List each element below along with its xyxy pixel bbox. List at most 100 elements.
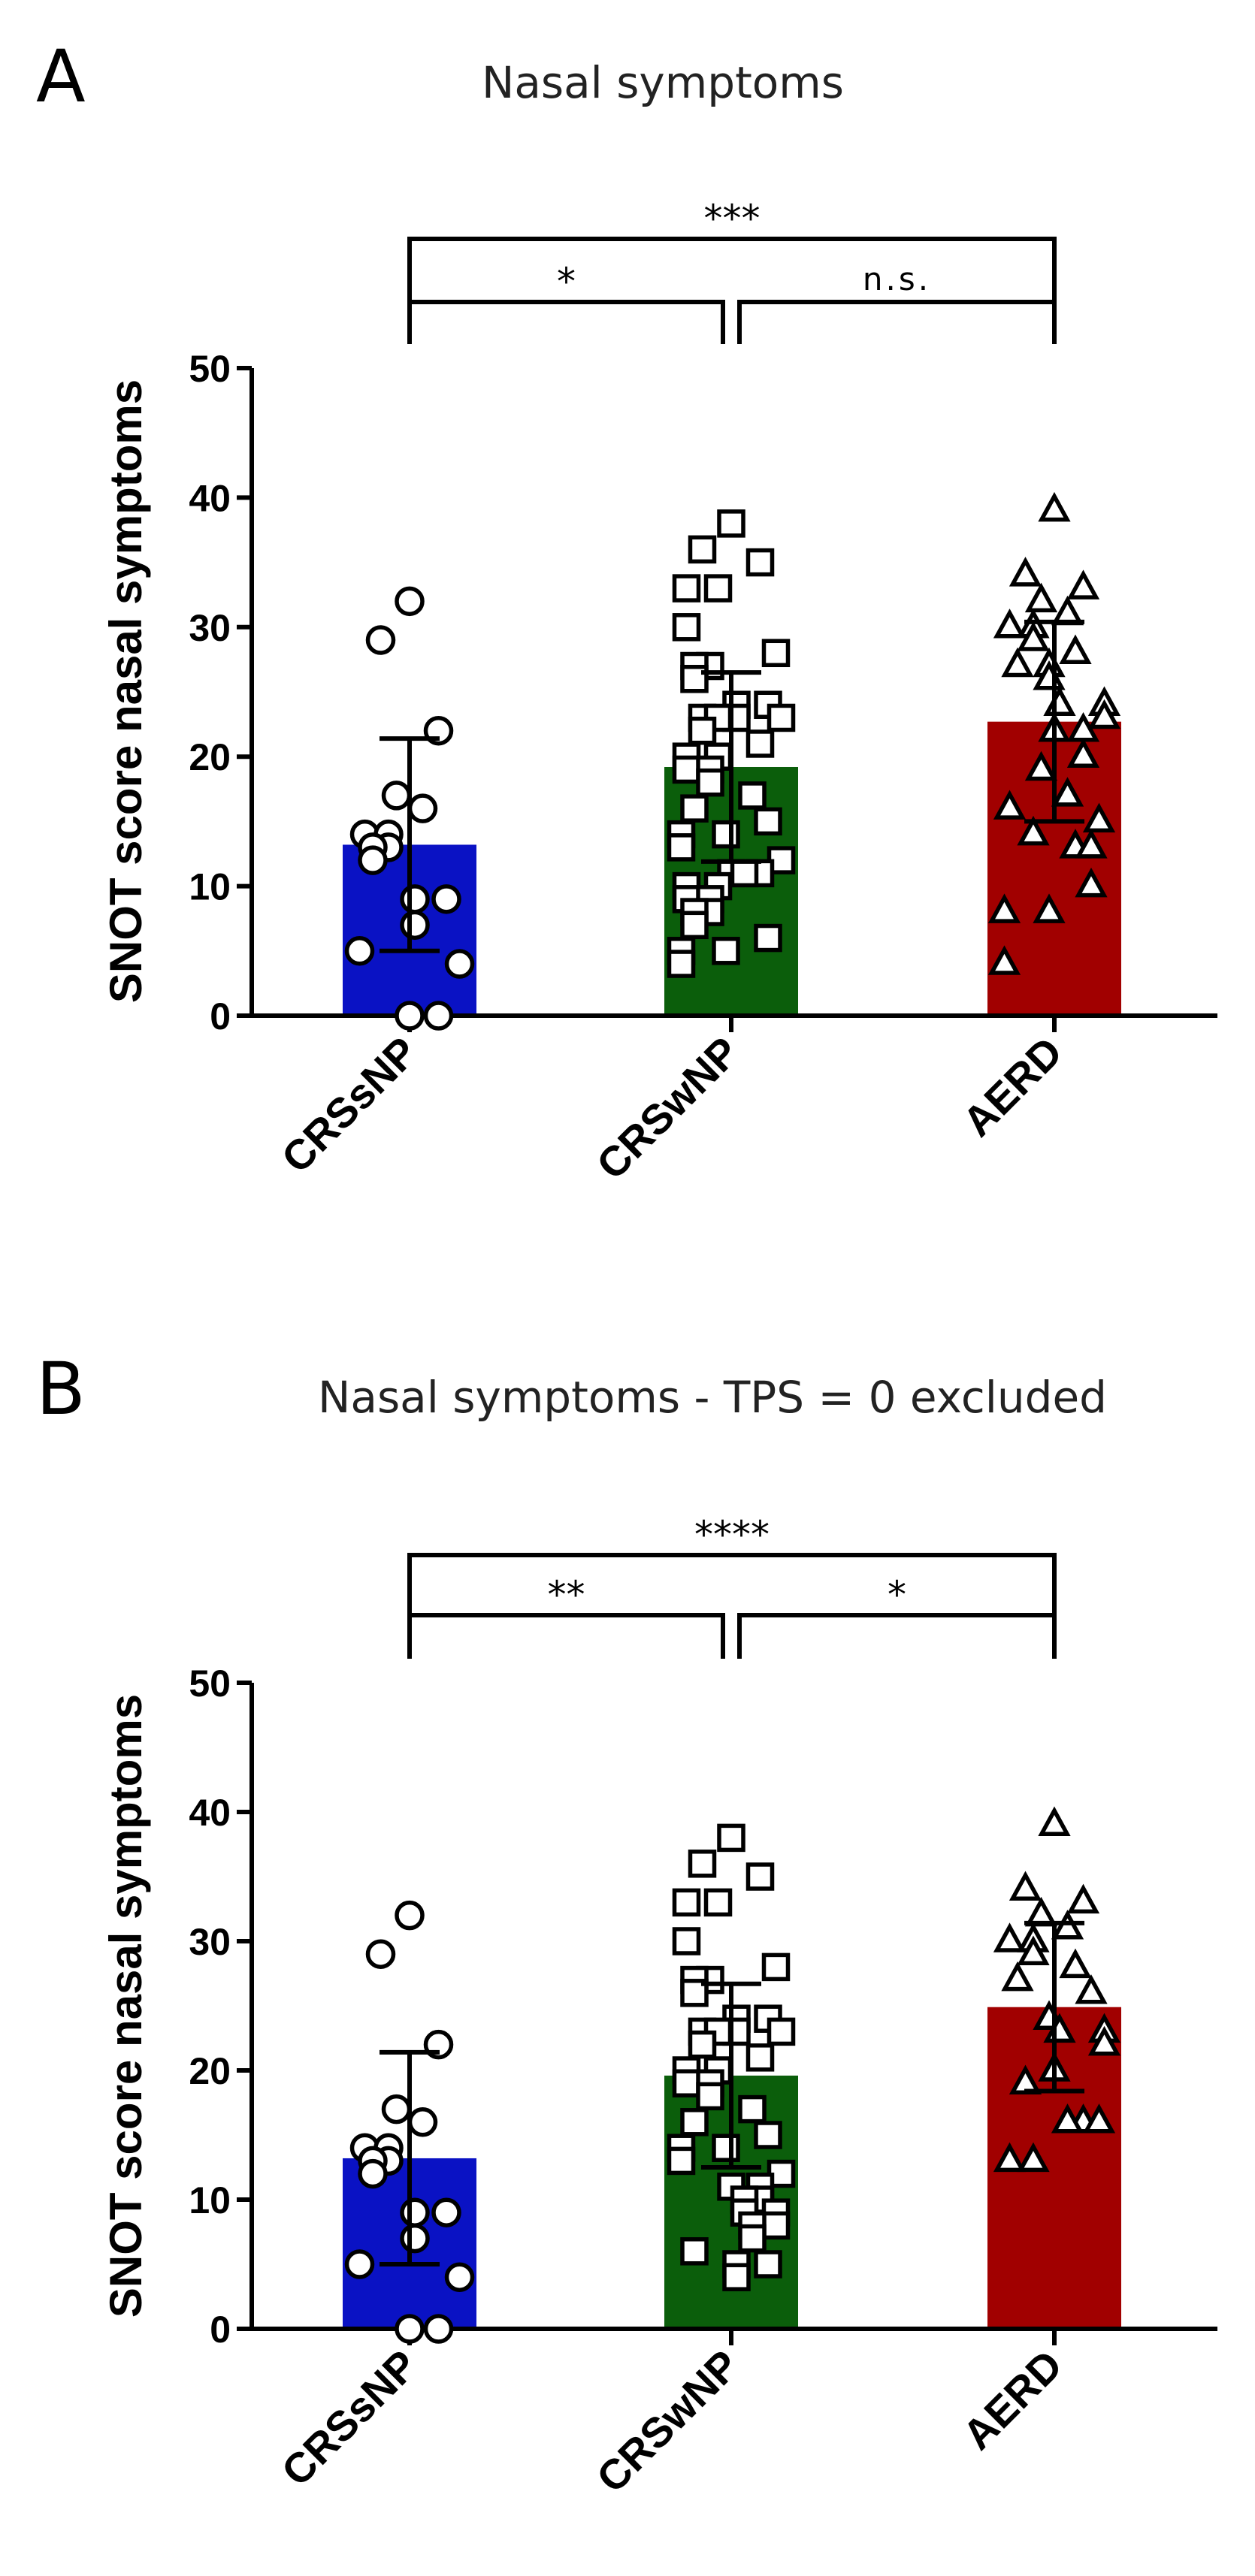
significance-label: *: [888, 1573, 906, 1617]
data-point-aerd: [1075, 867, 1108, 898]
data-point-crssnp: [358, 2158, 388, 2189]
y-tick-label: 20: [189, 2050, 231, 2092]
data-point-crswnp: [672, 2069, 701, 2097]
significance-label: **: [548, 1573, 585, 1617]
data-point-aerd: [987, 945, 1021, 975]
significance-label: ***: [704, 197, 761, 240]
y-tick-label: 20: [189, 736, 231, 778]
y-tick-label: 40: [189, 1792, 231, 1834]
data-point-crswnp: [712, 2134, 740, 2162]
data-point-crswnp: [672, 574, 701, 602]
data-point-crssnp: [365, 625, 396, 655]
data-point-crswnp: [761, 2211, 791, 2240]
data-point-aerd: [1075, 829, 1108, 859]
data-point-crswnp: [754, 923, 782, 953]
data-point-aerd: [1082, 802, 1116, 833]
data-point-crswnp: [680, 2108, 709, 2137]
data-point-crssnp: [400, 884, 430, 914]
data-point-crssnp: [400, 2223, 430, 2254]
data-point-crswnp: [696, 768, 724, 797]
data-point-crssnp: [395, 1900, 425, 1931]
significance-bracket: [737, 1613, 1057, 1659]
panel-letter: A: [36, 35, 86, 119]
data-point-crssnp: [381, 781, 412, 811]
data-point-aerd: [1001, 1961, 1034, 1992]
data-point-crswnp: [667, 2146, 696, 2176]
data-point-crswnp: [672, 1927, 701, 1955]
data-point-aerd: [1087, 2025, 1121, 2056]
data-point-aerd: [1001, 647, 1034, 678]
data-point-crswnp: [745, 2043, 775, 2072]
data-point-crswnp: [667, 950, 696, 978]
chart-title: Nasal symptoms - TPS = 0 excluded: [318, 1372, 1107, 1423]
data-point-crswnp: [754, 2121, 782, 2149]
y-axis-title: SNOT score nasal symptoms: [101, 379, 151, 1003]
data-point-crswnp: [680, 794, 709, 823]
data-point-crswnp: [767, 703, 796, 732]
data-point-aerd: [1082, 2103, 1116, 2134]
data-point-crswnp: [738, 781, 767, 810]
x-tick-label: AERD: [954, 2341, 1072, 2459]
data-point-crssnp: [444, 2262, 475, 2292]
x-tick-label: AERD: [954, 1028, 1072, 1146]
data-point-crswnp: [703, 1888, 733, 1917]
data-point-aerd: [1017, 1935, 1050, 1965]
panel-letter: B: [36, 1347, 86, 1431]
data-point-crswnp: [688, 1850, 717, 1878]
data-point-crswnp: [767, 2017, 796, 2046]
panel-a: A Nasal symptoms SNOT score nasal symptoms…: [36, 35, 1217, 1188]
data-point-aerd: [1033, 893, 1066, 923]
data-point-aerd: [1017, 2142, 1050, 2173]
x-tick-label: CRSwNP: [588, 2341, 748, 2502]
data-point-crswnp: [680, 2237, 709, 2266]
data-point-crswnp: [761, 639, 791, 668]
data-point-crswnp: [712, 937, 740, 965]
data-point-crswnp: [738, 2224, 767, 2253]
chart-title: Nasal symptoms: [482, 57, 844, 108]
data-point-crssnp: [344, 2249, 375, 2279]
data-point-crswnp: [754, 2250, 782, 2279]
data-point-aerd: [1038, 1806, 1071, 1836]
data-point-aerd: [1017, 815, 1050, 846]
data-point-crssnp: [423, 1001, 454, 1031]
data-point-aerd: [993, 609, 1027, 639]
data-point-aerd: [1051, 777, 1084, 807]
data-point-crssnp: [400, 910, 430, 941]
data-point-crssnp: [395, 586, 425, 617]
significance-label: n.s.: [863, 261, 931, 297]
y-tick-label: 50: [189, 1662, 231, 1705]
data-point-crswnp: [722, 2263, 751, 2291]
data-point-aerd: [1051, 2103, 1084, 2134]
data-point-crssnp: [395, 2314, 425, 2344]
y-tick-label: 0: [210, 995, 231, 1037]
data-point-crssnp: [400, 2197, 430, 2227]
data-point-crswnp: [717, 509, 745, 538]
data-point-aerd: [993, 790, 1027, 820]
data-point-aerd: [987, 893, 1021, 923]
data-point-aerd: [1024, 750, 1058, 781]
significance-bracket: [407, 300, 725, 344]
data-point-aerd: [1075, 1974, 1108, 2004]
y-tick-label: 40: [189, 477, 231, 519]
data-point-crswnp: [688, 535, 717, 564]
data-point-crswnp: [754, 807, 782, 836]
significance-label: ****: [694, 1513, 770, 1557]
significance-bracket: [407, 1613, 725, 1659]
data-point-crswnp: [688, 716, 717, 745]
data-point-crswnp: [688, 2030, 717, 2059]
data-point-crssnp: [431, 884, 461, 914]
data-point-crswnp: [672, 755, 701, 784]
y-tick-label: 30: [189, 1921, 231, 1963]
data-point-crswnp: [696, 2082, 724, 2111]
y-tick-label: 0: [210, 2309, 231, 2351]
data-point-crssnp: [395, 1001, 425, 1031]
data-point-crswnp: [761, 1952, 791, 1982]
data-point-crswnp: [745, 1862, 775, 1891]
data-point-crswnp: [703, 574, 733, 602]
data-point-crswnp: [745, 548, 775, 577]
data-point-crssnp: [344, 936, 375, 966]
significance-bracket: [407, 1553, 1057, 1659]
data-point-aerd: [1051, 1910, 1084, 1940]
data-point-crswnp: [672, 1888, 701, 1917]
